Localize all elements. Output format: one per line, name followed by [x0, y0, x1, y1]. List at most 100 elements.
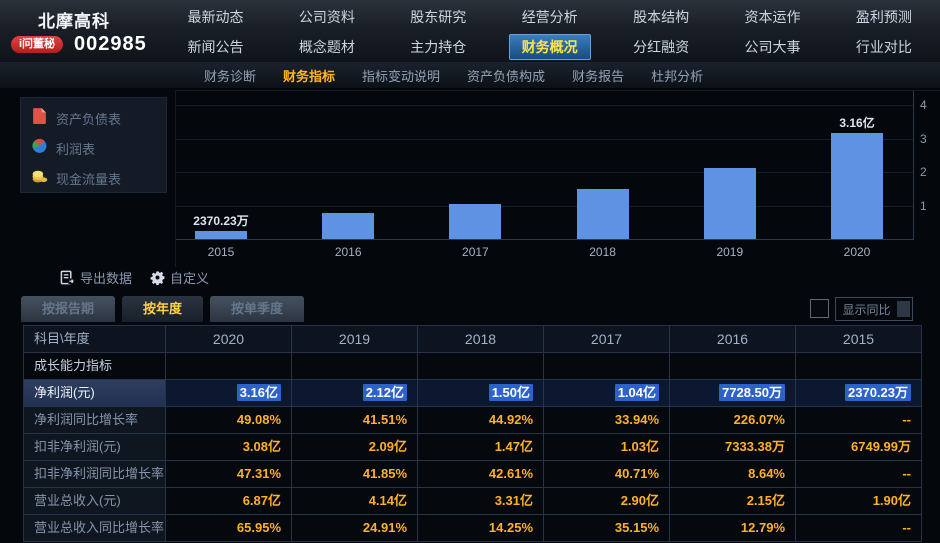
table-cell: 12.79% [670, 515, 796, 542]
table-year-header-2017: 2017 [544, 326, 670, 353]
table-cell: 2370.23万 [796, 380, 922, 407]
bar-value-label-2020: 3.16亿 [839, 116, 875, 130]
nav-item-0[interactable]: 最新动态 [160, 2, 271, 33]
y-tick-label-4: 4 [920, 98, 927, 112]
export-data-button[interactable]: 导出数据 [60, 268, 132, 287]
nav-item-9[interactable]: 主力持仓 [383, 32, 494, 63]
x-tick-label-2017: 2017 [462, 245, 489, 259]
tab-2[interactable]: 按单季度 [210, 296, 305, 322]
y-tick-label-2: 2 [920, 165, 927, 179]
nav-item-label: 行业对比 [855, 39, 912, 55]
nav-item-label: 最新动态 [187, 9, 244, 25]
table-row-label-2[interactable]: 扣非净利润(元) [24, 434, 166, 461]
nav-item-label: 盈利预测 [855, 9, 912, 25]
subnav-item-5[interactable]: 杜邦分析 [651, 68, 704, 84]
table-cell: -- [796, 461, 922, 488]
table-cell: -- [796, 515, 922, 542]
nav-item-5[interactable]: 资本运作 [717, 2, 828, 33]
table-cell: 6.87亿 [166, 488, 292, 515]
show-yoy-checkbox[interactable] [810, 299, 829, 318]
tab-0[interactable]: 按报告期 [21, 296, 116, 322]
table-row-label-3[interactable]: 扣非净利润同比增长率 [24, 461, 166, 488]
y-axis-line [913, 91, 914, 240]
table-cell: 24.91% [292, 515, 418, 542]
table-cell: 6749.99万 [796, 434, 922, 461]
nav-item-11[interactable]: 分红融资 [606, 32, 717, 63]
nav-item-13[interactable]: 行业对比 [828, 32, 939, 63]
sidebar-item-0[interactable]: 资产负债表 [31, 107, 121, 129]
gridline-2 [176, 172, 913, 173]
table-section-empty-cell [292, 353, 418, 380]
customize-label: 自定义 [170, 270, 210, 286]
bar-2017[interactable] [449, 204, 502, 239]
table-row-label-4[interactable]: 营业总收入(元) [24, 488, 166, 515]
stock-name: 北摩高科 [38, 12, 110, 31]
sidebar-item-label: 资产负债表 [56, 111, 122, 127]
table-cell: 1.47亿 [418, 434, 544, 461]
subnav-item-2[interactable]: 指标变动说明 [362, 68, 441, 84]
subnav-item-3[interactable]: 资产负债构成 [467, 68, 546, 84]
subnav-item-1[interactable]: 财务指标 [283, 68, 336, 84]
nav-item-7[interactable]: 新闻公告 [160, 32, 271, 63]
table-year-header-2016: 2016 [670, 326, 796, 353]
table-cell: 41.85% [292, 461, 418, 488]
balance-sheet-icon [31, 107, 48, 129]
nav-item-2[interactable]: 股东研究 [383, 2, 494, 33]
table-cell: 3.16亿 [166, 380, 292, 407]
table-row-label-1[interactable]: 净利润同比增长率 [24, 407, 166, 434]
sidebar-item-2[interactable]: 现金流量表 [31, 167, 121, 189]
main-nav: 最新动态 公司资料 股东研究 经营分析 股本结构 资本运作 盈利预测新闻公告 概念题材 主力持仓… [160, 0, 940, 62]
bar-2018[interactable] [576, 189, 629, 239]
show-yoy-label: 显示同比 [842, 302, 891, 317]
table-cell: 33.94% [544, 407, 670, 434]
tab-1[interactable]: 按年度 [122, 296, 204, 322]
table-cell: -- [796, 407, 922, 434]
table-cell: 3.31亿 [418, 488, 544, 515]
table-section-empty-cell [544, 353, 670, 380]
nav-item-12[interactable]: 公司大事 [717, 32, 828, 63]
nav-item-label: 股东研究 [410, 9, 467, 25]
table-row-label-5[interactable]: 营业总收入同比增长率 [24, 515, 166, 542]
selected-value-chip: 2.12亿 [362, 384, 407, 401]
income-statement-icon [31, 137, 48, 159]
bar-2019[interactable] [703, 168, 756, 239]
selected-value-chip: 3.16亿 [236, 384, 281, 401]
x-tick-label-2019: 2019 [716, 245, 744, 259]
table-row-label-0[interactable]: 净利润(元) [24, 380, 166, 407]
nav-item-10[interactable]: 财务概况 [494, 32, 605, 63]
table-cell: 1.03亿 [544, 434, 670, 461]
sidebar-item-1[interactable]: 利润表 [31, 137, 95, 159]
table-toolbar: 导出数据 自定义 [60, 267, 209, 287]
nav-item-6[interactable]: 盈利预测 [828, 2, 939, 33]
nav-item-8[interactable]: 概念题材 [271, 32, 382, 63]
show-yoy-toggle[interactable]: 显示同比 [835, 297, 913, 321]
gear-icon [150, 270, 165, 285]
table-section-empty-cell [670, 353, 796, 380]
table-cell: 65.95% [166, 515, 292, 542]
bar-2015[interactable] [195, 231, 247, 239]
nav-item-4[interactable]: 股本结构 [606, 2, 717, 33]
table-cell: 2.09亿 [292, 434, 418, 461]
nav-item-label: 财务概况 [508, 34, 591, 60]
bar-value-label-2015: 2370.23万 [193, 214, 249, 228]
gridline-1 [176, 205, 913, 207]
table-cell: 4.14亿 [292, 488, 418, 515]
selected-value-chip: 2370.23万 [845, 384, 911, 401]
table-cell: 2.15亿 [670, 488, 796, 515]
table-cell: 7728.50万 [670, 380, 796, 407]
subnav-item-4[interactable]: 财务报告 [572, 68, 625, 84]
table-cell: 41.51% [292, 407, 418, 434]
bar-2016[interactable] [322, 213, 375, 239]
ask-secretary-badge[interactable]: i问董秘 [11, 36, 64, 53]
nav-item-1[interactable]: 公司资料 [271, 2, 382, 33]
subnav-item-0[interactable]: 财务诊断 [204, 68, 257, 84]
table-section-empty-cell [418, 353, 544, 380]
selected-value-chip: 1.04亿 [614, 384, 659, 401]
table-cell: 226.07% [670, 407, 796, 434]
table-cell: 49.08% [166, 407, 292, 434]
nav-item-3[interactable]: 经营分析 [494, 2, 605, 33]
table-cell: 2.12亿 [292, 380, 418, 407]
bar-2020[interactable] [831, 133, 883, 239]
customize-button[interactable]: 自定义 [150, 268, 209, 287]
nav-item-label: 经营分析 [521, 9, 578, 25]
